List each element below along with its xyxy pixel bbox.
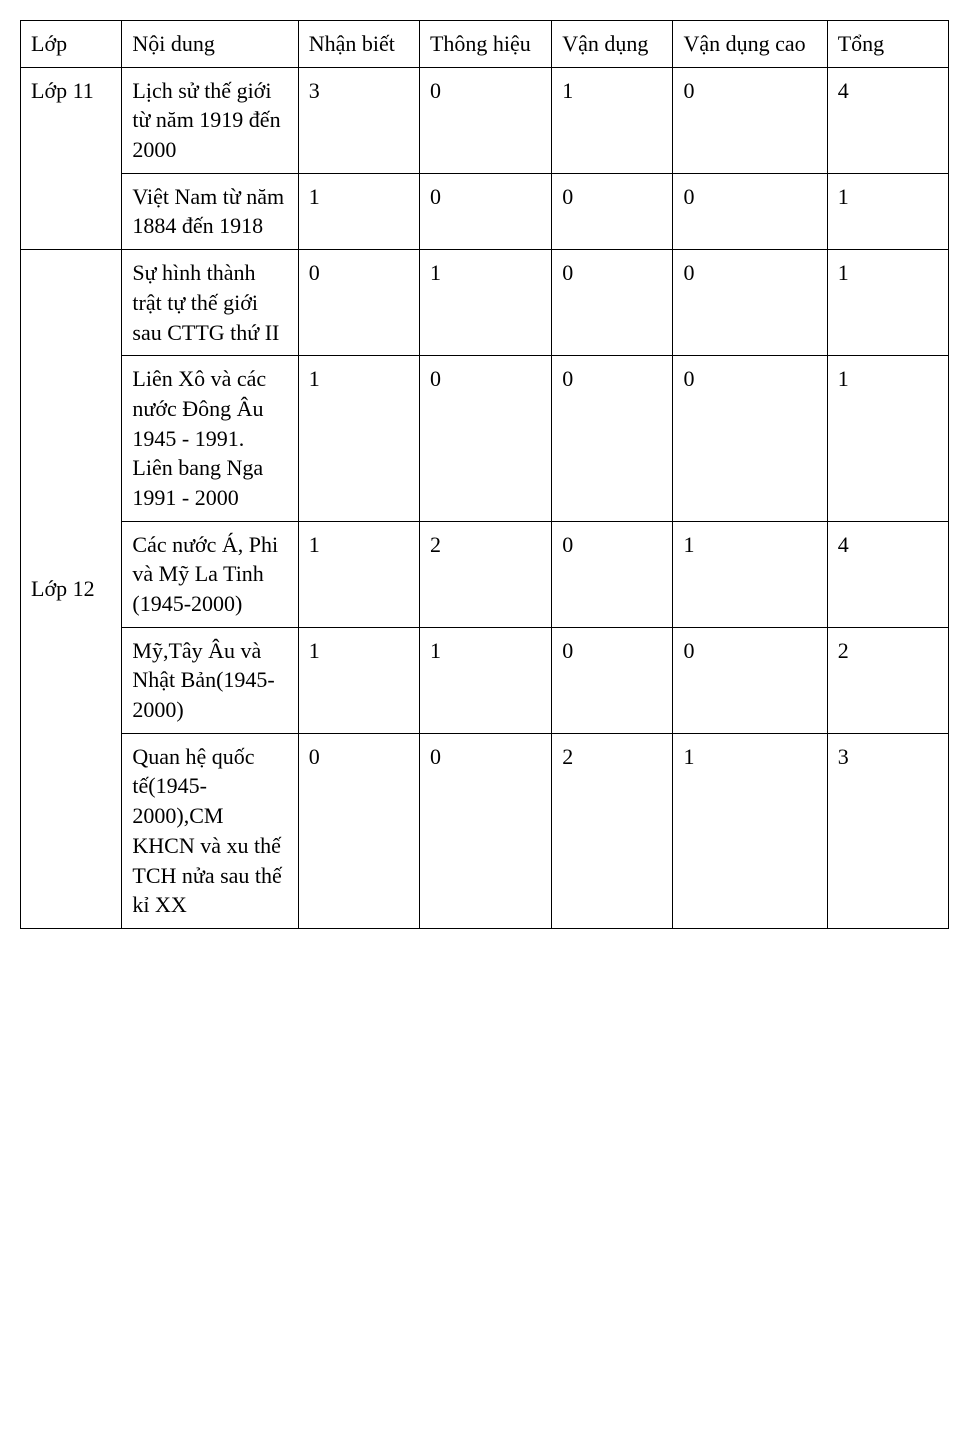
table-row: Liên Xô và các nước Đông Âu 1945 - 1991.…	[21, 356, 949, 521]
cell-noidung: Việt Nam từ năm 1884 đến 1918	[122, 173, 298, 249]
table-row: Lớp 12 Sự hình thành trật tự thế giới sa…	[21, 250, 949, 356]
header-lop: Lớp	[21, 21, 122, 68]
table-row: Quan hệ quốc tế(1945-2000),CM KHCN và xu…	[21, 733, 949, 928]
table-row: Các nước Á, Phi và Mỹ La Tinh (1945-2000…	[21, 521, 949, 627]
cell-thonghieu: 1	[419, 250, 551, 356]
cell-noidung: Mỹ,Tây Âu và Nhật Bản(1945-2000)	[122, 627, 298, 733]
cell-thonghieu: 0	[419, 173, 551, 249]
cell-vandung: 2	[552, 733, 673, 928]
header-tong: Tổng	[827, 21, 948, 68]
table-row: Mỹ,Tây Âu và Nhật Bản(1945-2000) 1 1 0 0…	[21, 627, 949, 733]
cell-vandung: 1	[552, 67, 673, 173]
cell-nhanbiet: 0	[298, 250, 419, 356]
cell-vandung: 0	[552, 173, 673, 249]
cell-nhanbiet: 1	[298, 173, 419, 249]
cell-thonghieu: 0	[419, 67, 551, 173]
header-nhanbiet: Nhận biết	[298, 21, 419, 68]
cell-nhanbiet: 1	[298, 356, 419, 521]
cell-tong: 3	[827, 733, 948, 928]
cell-thonghieu: 2	[419, 521, 551, 627]
table-row: Việt Nam từ năm 1884 đến 1918 1 0 0 0 1	[21, 173, 949, 249]
cell-noidung: Liên Xô và các nước Đông Âu 1945 - 1991.…	[122, 356, 298, 521]
content-table: Lớp Nội dung Nhận biết Thông hiệu Vận dụ…	[20, 20, 949, 929]
cell-noidung: Các nước Á, Phi và Mỹ La Tinh (1945-2000…	[122, 521, 298, 627]
header-noidung: Nội dung	[122, 21, 298, 68]
cell-tong: 1	[827, 250, 948, 356]
cell-vandung: 0	[552, 356, 673, 521]
cell-vandung: 0	[552, 521, 673, 627]
cell-tong: 1	[827, 356, 948, 521]
cell-nhanbiet: 1	[298, 521, 419, 627]
cell-vandungcao: 1	[673, 521, 827, 627]
cell-noidung: Lịch sử thế giới từ năm 1919 đến 2000	[122, 67, 298, 173]
cell-tong: 1	[827, 173, 948, 249]
cell-vandung: 0	[552, 250, 673, 356]
cell-nhanbiet: 3	[298, 67, 419, 173]
cell-thonghieu: 1	[419, 627, 551, 733]
header-vandungcao: Vận dụng cao	[673, 21, 827, 68]
cell-noidung: Sự hình thành trật tự thế giới sau CTTG …	[122, 250, 298, 356]
header-thonghieu: Thông hiệu	[419, 21, 551, 68]
cell-nhanbiet: 0	[298, 733, 419, 928]
cell-vandungcao: 0	[673, 250, 827, 356]
cell-vandung: 0	[552, 627, 673, 733]
cell-nhanbiet: 1	[298, 627, 419, 733]
cell-tong: 4	[827, 67, 948, 173]
cell-tong: 4	[827, 521, 948, 627]
cell-vandungcao: 0	[673, 627, 827, 733]
table-row: Lớp 11 Lịch sử thế giới từ năm 1919 đến …	[21, 67, 949, 173]
cell-thonghieu: 0	[419, 733, 551, 928]
cell-vandungcao: 1	[673, 733, 827, 928]
cell-lop: Lớp 11	[21, 67, 122, 249]
cell-vandungcao: 0	[673, 356, 827, 521]
cell-tong: 2	[827, 627, 948, 733]
header-vandung: Vận dụng	[552, 21, 673, 68]
table-header-row: Lớp Nội dung Nhận biết Thông hiệu Vận dụ…	[21, 21, 949, 68]
cell-lop: Lớp 12	[21, 250, 122, 929]
cell-vandungcao: 0	[673, 173, 827, 249]
cell-vandungcao: 0	[673, 67, 827, 173]
cell-noidung: Quan hệ quốc tế(1945-2000),CM KHCN và xu…	[122, 733, 298, 928]
cell-thonghieu: 0	[419, 356, 551, 521]
